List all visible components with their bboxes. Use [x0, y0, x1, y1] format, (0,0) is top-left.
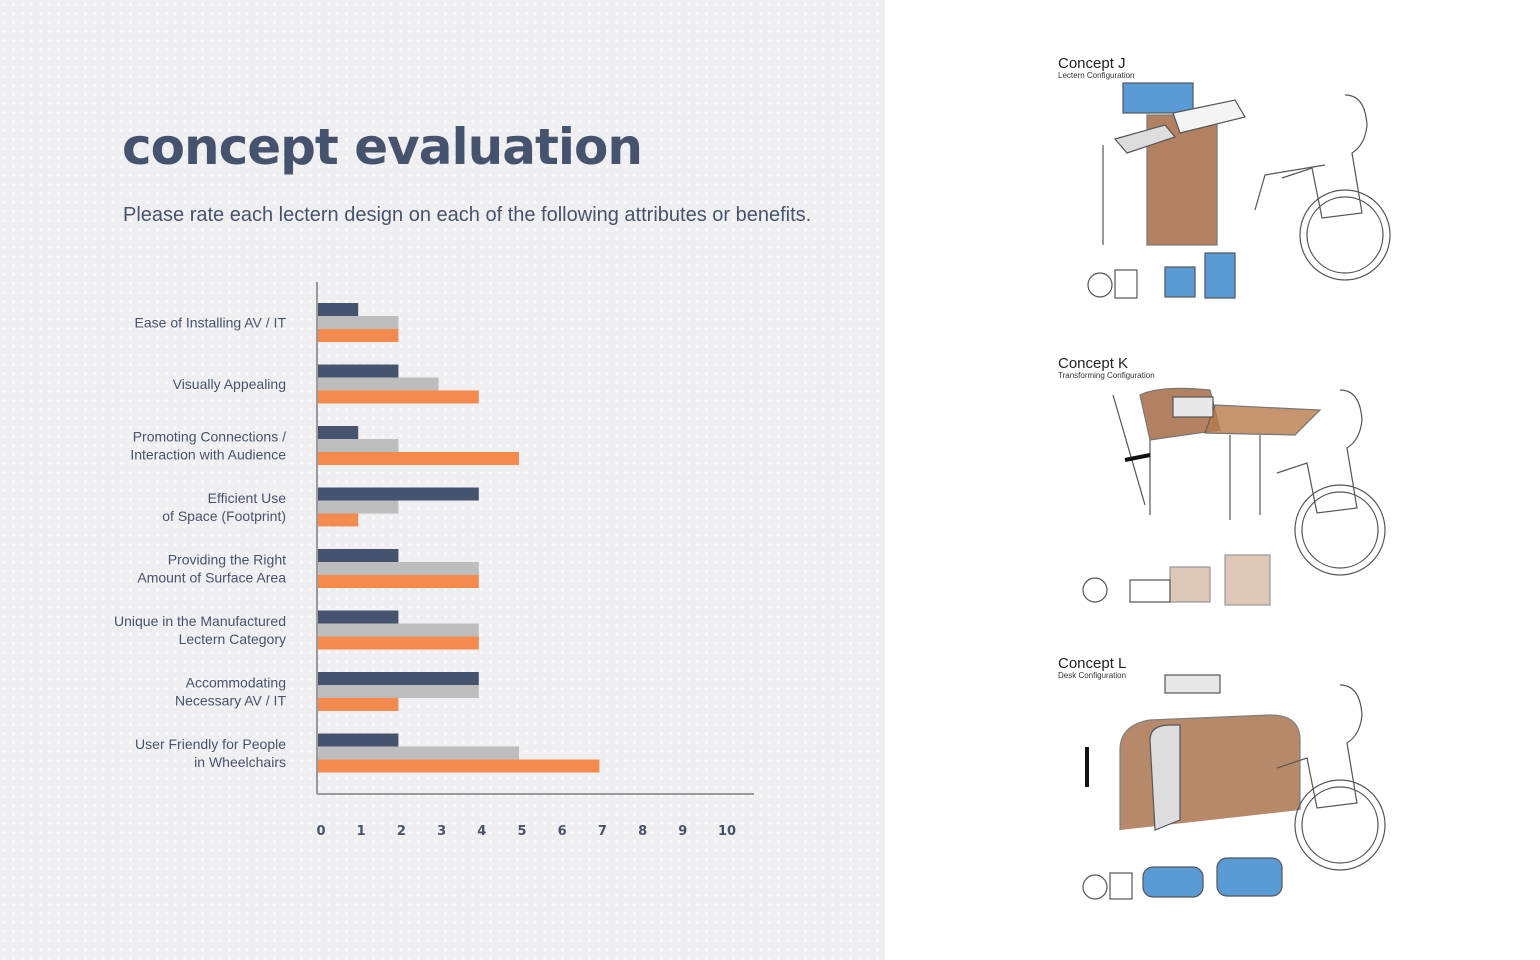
- x-tick-label-5: 5: [517, 824, 526, 839]
- category-label-5: Providing the Right Amount of Surface Are…: [137, 552, 286, 586]
- x-tick-label-10: 10: [718, 824, 736, 839]
- concept-l-title: Concept L: [1058, 655, 1127, 672]
- bar-7-series-2: [318, 685, 479, 698]
- category-label-8: User Friendly for People in Wheelchairs: [135, 736, 286, 770]
- concept-j-sketch: [1087, 82, 1391, 299]
- category-label-1: Ease of Installing AV / IT: [135, 315, 287, 331]
- bar-7-series-1: [318, 672, 479, 685]
- bar-4-series-1: [318, 487, 479, 501]
- concept-l-card: Concept L Desk Configuration: [1055, 655, 1395, 915]
- bar-8-series-2: [318, 746, 519, 760]
- x-tick-label-2: 2: [397, 824, 406, 839]
- concept-j-card: Concept J Lectern Configuration: [1055, 55, 1395, 315]
- page-title: concept evaluation: [122, 118, 643, 176]
- bar-3-series-2: [318, 439, 399, 452]
- bar-6-series-3: [318, 636, 479, 650]
- x-tick-label-3: 3: [437, 824, 446, 839]
- category-label-7: Accommodating Necessary AV / IT: [175, 675, 286, 709]
- bar-4-series-3: [318, 513, 359, 527]
- bar-6-series-2: [318, 623, 479, 637]
- concept-k-subtitle: Transforming Configuration: [1058, 371, 1155, 380]
- bar-1-series-2: [318, 316, 399, 329]
- bar-5-series-3: [318, 575, 479, 588]
- bar-7-series-3: [318, 698, 399, 711]
- x-tick-label-1: 1: [357, 824, 366, 839]
- x-tick-label-4: 4: [477, 824, 486, 839]
- bar-5-series-1: [318, 549, 399, 562]
- x-tick-label-8: 8: [638, 824, 647, 839]
- page-subtitle: Please rate each lectern design on each …: [123, 204, 812, 226]
- bar-3-series-3: [318, 452, 519, 465]
- concept-k-sketch: [1082, 387, 1386, 606]
- category-label-2: Visually Appealing: [173, 376, 286, 392]
- bar-8-series-3: [318, 759, 600, 773]
- bar-2-series-1: [318, 364, 399, 378]
- bar-chart: Ease of Installing AV / IT Visually Appea…: [114, 282, 754, 839]
- x-tick-label-0: 0: [316, 824, 325, 839]
- concept-k-card: Concept K Transforming Configuration: [1055, 355, 1395, 615]
- bar-4-series-2: [318, 500, 399, 514]
- concept-j-subtitle: Lectern Configuration: [1058, 71, 1135, 80]
- x-tick-label-6: 6: [558, 824, 567, 839]
- left-panel: [0, 0, 885, 960]
- bar-2-series-3: [318, 390, 479, 404]
- bar-1-series-1: [318, 303, 359, 316]
- concept-l-sketch: [1082, 674, 1386, 900]
- bar-1-series-3: [318, 329, 399, 342]
- bar-2-series-2: [318, 377, 439, 391]
- concept-k-title: Concept K: [1058, 355, 1129, 372]
- category-label-3: Promoting Connections / Interaction with …: [130, 429, 286, 463]
- bar-5-series-2: [318, 562, 479, 575]
- category-label-6: Unique in the Manufactured Lectern Catego…: [114, 613, 286, 647]
- concept-j-title: Concept J: [1058, 55, 1126, 72]
- bar-3-series-1: [318, 426, 359, 439]
- x-tick-label-7: 7: [598, 824, 607, 839]
- x-tick-label-9: 9: [678, 824, 687, 839]
- bar-6-series-1: [318, 610, 399, 624]
- concept-l-subtitle: Desk Configuration: [1058, 671, 1127, 680]
- category-label-4: Efficient Use of Space (Footprint): [162, 490, 286, 524]
- bar-8-series-1: [318, 733, 399, 747]
